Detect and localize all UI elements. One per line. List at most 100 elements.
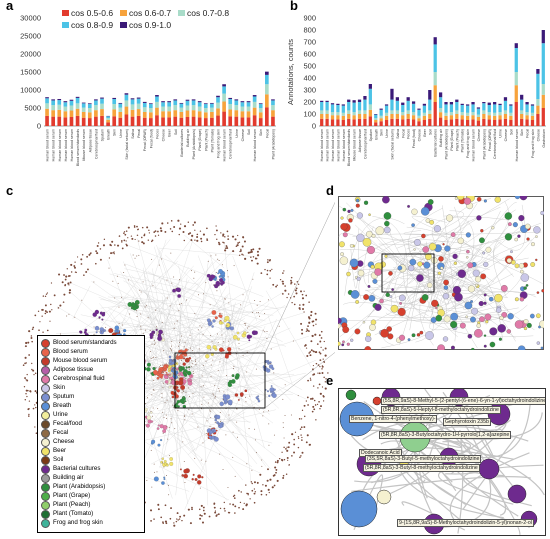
network-node [215,225,217,227]
network-node [368,213,371,216]
network-node [284,415,286,417]
legend-label: cos 0.5-0.6 [71,8,113,18]
bar-segment [395,97,399,101]
bar-segment [191,105,196,111]
bar-segment [374,120,378,123]
bar-segment [438,112,443,118]
bar-segment [75,108,80,116]
network-node [390,304,399,313]
network-node [206,238,208,240]
network-node [299,428,302,430]
network-node [206,239,209,242]
network-node [164,373,167,376]
network-node [118,322,120,324]
bar-segment [476,120,481,126]
network-edge [163,379,189,505]
network-edge [146,355,155,390]
network-node [283,270,285,272]
bar-segment [509,105,513,113]
bar-segment [63,117,68,126]
network-node [489,341,496,348]
network-node [327,372,329,374]
network-node [68,313,70,315]
network-node [170,386,172,388]
bar-segment [482,118,486,126]
network-node [50,282,53,284]
network-node [153,476,159,482]
bar-segment [482,103,486,111]
x-tick-label: Frog and frog skin [531,129,535,158]
network-node [168,365,170,367]
network-node [162,371,164,373]
network-node [157,333,162,337]
network-node [485,246,492,253]
network-node [86,255,89,258]
network-node [152,356,154,358]
network-node [485,320,489,324]
network-node [125,243,127,246]
network-node [247,251,250,254]
network-node [150,509,152,511]
network-node [193,277,195,279]
network-node [173,372,175,374]
network-node [109,328,114,333]
network-node [375,226,385,235]
network-node [172,393,175,396]
network-node [187,508,190,511]
bar-segment [503,118,508,126]
network-node [523,319,529,324]
bar-segment [460,105,464,113]
network-node [208,515,211,518]
network-node [151,258,153,260]
bar-segment [197,111,202,118]
network-node [146,415,152,420]
network-edge [91,281,200,360]
network-node [217,513,220,516]
network-node [176,518,178,520]
network-node [252,248,255,251]
network-node [31,340,33,343]
bar-segment [118,111,123,118]
network-edge [229,304,235,337]
network-node [533,226,541,234]
network-node [152,415,154,417]
network-node [89,252,92,255]
bar-segment [69,100,74,106]
bar-segment [222,84,226,87]
network-node [253,330,258,335]
bar-segment [347,99,351,102]
network-node [168,355,172,359]
network-node [269,259,271,261]
network-node [279,278,282,281]
x-tick-label: Urine [499,129,503,138]
network-node [261,459,263,461]
network-edge [159,312,304,357]
network-node [258,409,260,411]
network-node [484,313,492,321]
network-edge [100,322,234,387]
network-node [399,334,406,341]
network-node [202,509,205,512]
bar-segment [433,102,437,126]
x-tick-label: Cerebrospinal fluid [493,129,497,159]
network-node [323,376,325,379]
network-node [535,235,538,238]
network-node [411,223,415,227]
network-node [202,364,204,366]
network-node [183,346,185,348]
network-node [194,239,196,241]
network-node [282,272,284,274]
bar-segment [341,115,345,120]
network-edge [143,267,165,408]
bar-segment [471,112,475,116]
network-node [76,256,79,258]
bar-segment [438,92,443,98]
network-node [136,301,138,303]
network-node [218,275,222,278]
network-node [179,368,181,370]
network-node [243,502,245,504]
bar-segment [330,119,335,126]
network-node [438,256,444,262]
network-node [301,439,303,441]
network-node [254,299,256,301]
